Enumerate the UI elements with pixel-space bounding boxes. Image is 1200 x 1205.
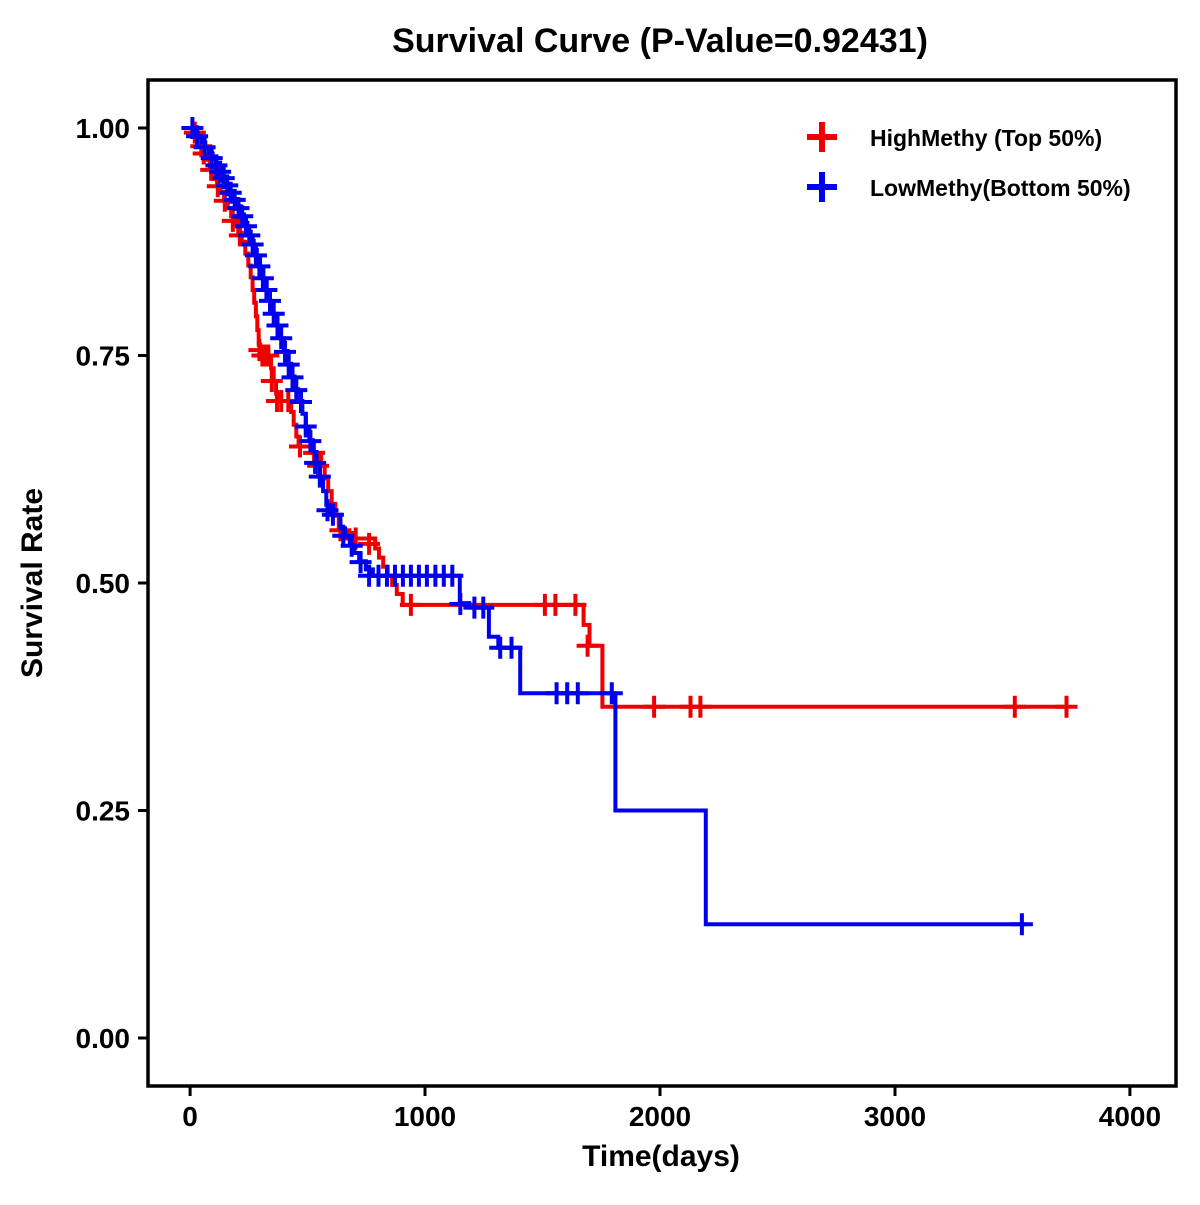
censor-mark-lowmethy <box>321 503 344 526</box>
censor-mark-lowmethy <box>308 465 331 488</box>
series-line-lowmethy <box>190 126 1027 927</box>
censor-mark-lowmethy <box>274 340 296 363</box>
censor-mark-lowmethy <box>449 593 472 615</box>
y-tick-label: 0.75 <box>76 341 131 372</box>
series-line-highmethy <box>190 126 1068 709</box>
censor-mark-lowmethy <box>349 551 372 574</box>
chart-root: 0 1000 2000 3000 4000 0.00 0.25 0.50 0.75 1.00 <box>76 78 1178 1132</box>
censor-mark-lowmethy <box>600 682 623 705</box>
censor-mark-highmethy <box>257 344 280 367</box>
x-tick-label: 1000 <box>394 1101 456 1132</box>
chart-title: Survival Curve (P-Value=0.92431) <box>392 22 928 60</box>
censor-mark-highmethy <box>1055 695 1078 718</box>
y-axis-title: Survival Rate <box>16 488 49 678</box>
legend-label-lowmethy: LowMethy(Bottom 50%) <box>870 175 1131 201</box>
censor-mark-lowmethy <box>294 415 317 438</box>
y-tick-label: 1.00 <box>76 113 131 144</box>
x-tick-label: 3000 <box>864 1101 926 1132</box>
censor-mark-lowmethy <box>472 596 495 619</box>
censor-mark-lowmethy <box>244 244 267 267</box>
censor-mark-highmethy <box>260 370 283 392</box>
x-tick-label: 2000 <box>629 1101 691 1132</box>
y-tick-label: 0.50 <box>76 568 131 599</box>
x-axis-title: Time(days) <box>582 1140 740 1173</box>
censor-mark-highmethy <box>544 593 567 616</box>
censor-mark-highmethy <box>1003 695 1026 718</box>
censor-mark-lowmethy <box>304 451 327 474</box>
y-tick-label: 0.25 <box>76 796 131 827</box>
censor-mark-lowmethy <box>285 379 308 402</box>
legend-marker-0 <box>807 122 837 152</box>
x-tick-label: 0 <box>182 1101 198 1132</box>
censor-mark-lowmethy <box>270 327 293 350</box>
censor-mark-lowmethy <box>340 534 363 557</box>
censor-mark-lowmethy <box>231 205 254 228</box>
censor-mark-lowmethy <box>277 353 300 376</box>
legend-marker-1 <box>807 172 837 202</box>
censor-mark-lowmethy <box>241 233 264 256</box>
y-tick-label: 0.00 <box>76 1023 131 1054</box>
legend-label-highmethy: HighMethy (Top 50%) <box>870 125 1102 151</box>
censor-mark-lowmethy <box>248 255 271 278</box>
censor-mark-highmethy <box>689 695 712 718</box>
censor-mark-lowmethy <box>290 391 312 413</box>
x-tick-label: 4000 <box>1099 1101 1161 1132</box>
legend: HighMethy (Top 50%) LowMethy(Bottom 50%) <box>870 125 1131 201</box>
censor-mark-lowmethy <box>566 682 589 705</box>
censor-mark-highmethy <box>576 634 599 657</box>
censor-mark-lowmethy <box>266 314 289 337</box>
censor-mark-lowmethy <box>500 636 523 659</box>
censor-mark-highmethy <box>643 695 666 718</box>
censor-mark-highmethy <box>221 209 244 232</box>
censor-mark-lowmethy <box>251 267 274 290</box>
censor-mark-highmethy <box>564 593 587 616</box>
censor-mark-lowmethy <box>299 430 322 453</box>
censor-mark-lowmethy <box>262 302 285 325</box>
censor-mark-lowmethy <box>281 366 304 389</box>
censor-mark-lowmethy <box>255 279 278 301</box>
censor-mark-highmethy <box>399 593 422 616</box>
censor-mark-lowmethy <box>441 564 464 587</box>
censor-mark-lowmethy <box>259 289 281 312</box>
censor-mark-lowmethy <box>1010 913 1033 936</box>
